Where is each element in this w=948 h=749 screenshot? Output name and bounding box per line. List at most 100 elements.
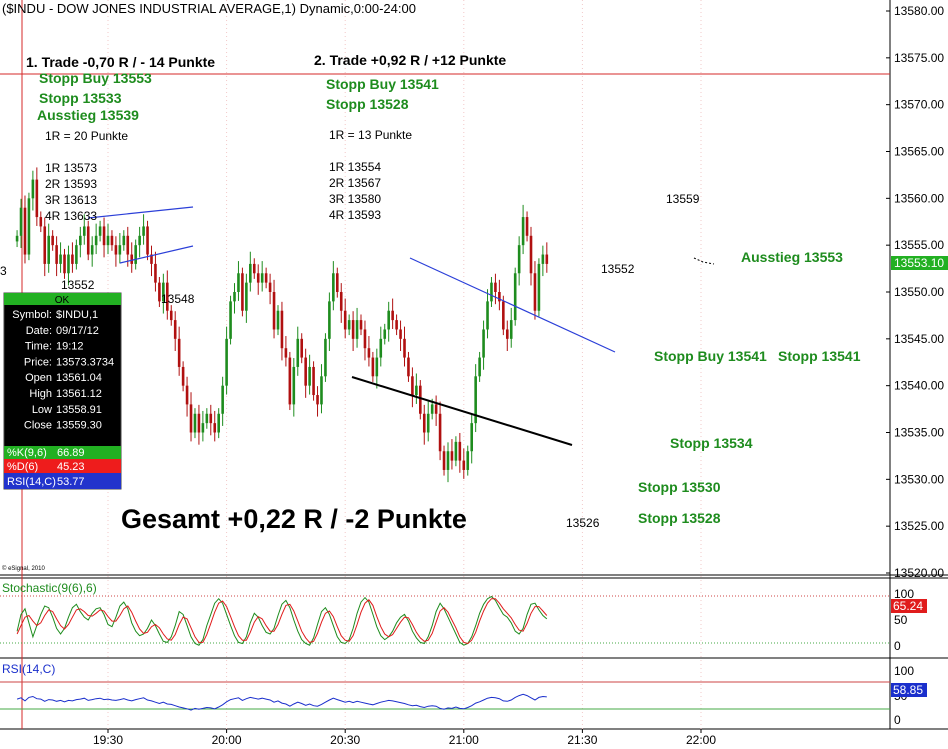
candle-body bbox=[181, 366, 185, 386]
candle-body bbox=[359, 320, 363, 330]
trade1-ausstieg: Ausstieg 13539 bbox=[37, 107, 139, 123]
info-row-value: 19:12 bbox=[56, 341, 84, 353]
info-row-value: 13561.04 bbox=[56, 372, 102, 384]
candle-body bbox=[363, 329, 367, 349]
stoch-tick-50: 50 bbox=[894, 613, 908, 627]
candle-body bbox=[454, 441, 458, 461]
price-tick: 13520.00 bbox=[894, 566, 944, 580]
candle-body bbox=[122, 235, 126, 246]
candle-body bbox=[292, 366, 296, 405]
candle-body bbox=[169, 310, 173, 321]
price-axis-ticks: 13580.00 13575.00 13570.00 13565.00 13560.00… bbox=[886, 4, 944, 580]
candle-body bbox=[229, 301, 232, 339]
info-d-label: %D(6) bbox=[7, 461, 38, 473]
candle-body bbox=[288, 357, 292, 405]
info-d-value: 45.23 bbox=[57, 461, 85, 473]
label-13559: 13559 bbox=[666, 192, 700, 206]
candle-body bbox=[513, 273, 517, 321]
stoch-tick-100: 100 bbox=[894, 587, 914, 601]
candle-body bbox=[142, 226, 145, 236]
candle-body bbox=[308, 366, 311, 386]
label-13552-right: 13552 bbox=[601, 262, 635, 276]
info-row-label: High bbox=[29, 388, 52, 400]
trade1-target-4r: 4R 13633 bbox=[45, 209, 97, 223]
candle-body bbox=[312, 366, 315, 396]
info-row-value: 13573.3734 bbox=[56, 356, 114, 368]
price-tick: 13580.00 bbox=[894, 4, 944, 18]
candle-body bbox=[466, 451, 470, 470]
rsi-line bbox=[16, 693, 547, 711]
candle-body bbox=[86, 226, 90, 255]
trendline-upper-1 bbox=[87, 206, 194, 219]
candle-body bbox=[15, 235, 19, 242]
candle-body bbox=[351, 320, 355, 339]
info-row-label: Date: bbox=[26, 325, 52, 337]
candle-body bbox=[245, 282, 248, 311]
candle-body bbox=[296, 338, 300, 367]
current-price: 13553.10 bbox=[894, 256, 944, 270]
candle-body bbox=[332, 273, 335, 302]
time-axis-ticks: 19:30 20:00 20:30 21:00 21:30 22:00 bbox=[93, 729, 716, 747]
candle-body bbox=[494, 282, 497, 292]
info-d-bar bbox=[4, 459, 121, 473]
candle-body bbox=[458, 441, 462, 461]
candle-body bbox=[545, 254, 549, 264]
esignal-copyright: © eSignal, 2010 bbox=[2, 565, 45, 572]
candle-body bbox=[90, 245, 94, 255]
candle-body bbox=[197, 413, 201, 433]
info-k-value: 66.89 bbox=[57, 447, 85, 459]
candle-body bbox=[134, 245, 137, 264]
trade2-target-2r: 2R 13567 bbox=[329, 176, 381, 190]
candle-body bbox=[221, 385, 224, 414]
current-price-box bbox=[891, 256, 948, 270]
candle-body bbox=[51, 235, 54, 246]
trade2-title: 2. Trade +0,92 R / +12 Punkte bbox=[314, 52, 506, 68]
candle-body bbox=[391, 310, 394, 321]
candle-body bbox=[201, 423, 205, 433]
trendline-lower-2 bbox=[351, 376, 573, 446]
candle-body bbox=[71, 254, 74, 264]
candle-body bbox=[434, 404, 438, 414]
candle-body bbox=[537, 263, 541, 311]
candle-body bbox=[173, 320, 177, 339]
info-row-label: Low bbox=[32, 404, 52, 416]
time-tick: 20:00 bbox=[212, 733, 242, 747]
candle-body bbox=[478, 357, 481, 377]
trade1-target-3r: 3R 13613 bbox=[45, 193, 97, 207]
candle-body bbox=[486, 301, 489, 330]
candle-body bbox=[63, 254, 66, 274]
candle-body bbox=[339, 292, 343, 311]
info-row-value: $INDU,1 bbox=[56, 309, 98, 321]
candle-body bbox=[383, 329, 387, 339]
candle-body bbox=[126, 235, 130, 255]
candle-body bbox=[260, 273, 264, 283]
candle-body bbox=[541, 254, 545, 264]
candle-body bbox=[419, 385, 422, 414]
candle-body bbox=[403, 338, 406, 358]
candle-body bbox=[399, 329, 402, 339]
candle-body bbox=[442, 451, 446, 470]
candle-body bbox=[462, 460, 466, 470]
candle-body bbox=[193, 413, 197, 433]
trade1-r-definition: 1R = 20 Punkte bbox=[45, 129, 128, 143]
rsi-tick-100: 100 bbox=[894, 664, 914, 678]
price-plot-area bbox=[0, 0, 890, 575]
candle-body bbox=[367, 348, 371, 358]
candle-body bbox=[280, 310, 284, 349]
stopp-buy-right: Stopp Buy 13541 bbox=[654, 348, 767, 364]
projection-dots bbox=[693, 257, 715, 265]
rsi-value: 58.85 bbox=[893, 683, 923, 697]
price-tick: 13540.00 bbox=[894, 379, 944, 393]
candle-body bbox=[272, 292, 276, 330]
info-row-value: 13558.91 bbox=[56, 404, 102, 416]
candle-body bbox=[284, 348, 288, 358]
candle-body bbox=[39, 217, 43, 227]
price-tick: 13550.00 bbox=[894, 285, 944, 299]
candle-body bbox=[47, 235, 50, 264]
candle-body bbox=[94, 235, 98, 246]
candle-body bbox=[502, 301, 505, 330]
candlestick-series bbox=[15, 167, 549, 483]
info-row-label: Open bbox=[25, 372, 52, 384]
candle-body bbox=[407, 357, 410, 377]
candle-body bbox=[67, 254, 70, 274]
